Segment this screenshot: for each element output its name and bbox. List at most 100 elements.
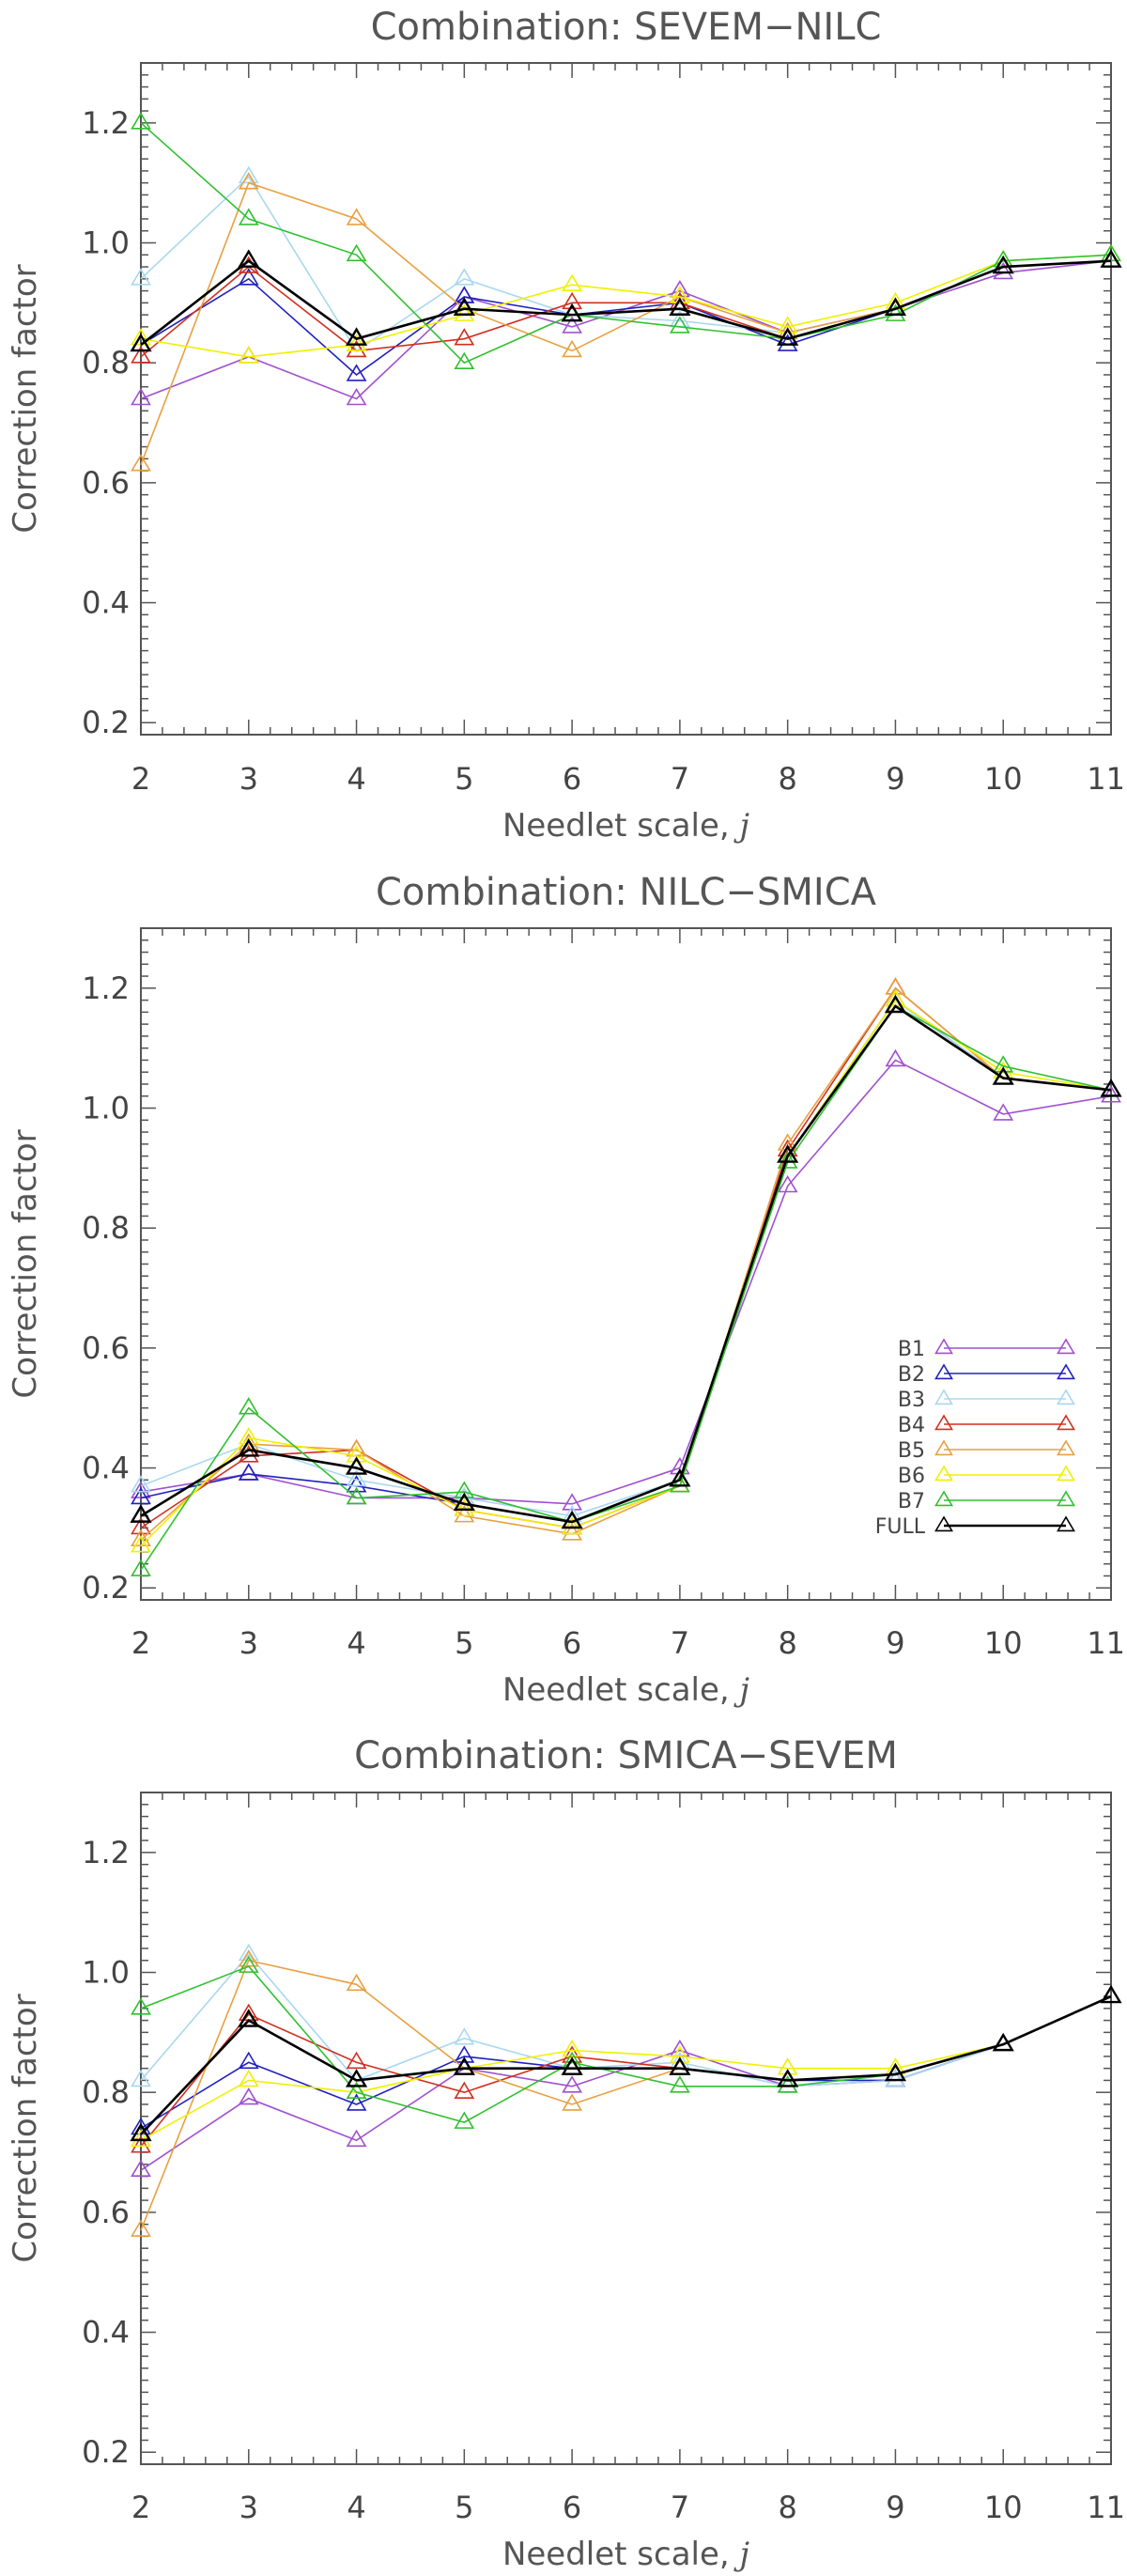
y-tick-label: 1.0: [82, 1955, 130, 1991]
x-tick-label: 2: [131, 761, 150, 797]
series-point-full: [669, 2056, 691, 2075]
legend-marker-b3: [934, 1389, 953, 1405]
y-axis-label: Correction factor: [7, 1129, 44, 1398]
x-tick-label: 6: [563, 2490, 581, 2525]
x-tick-label: 5: [455, 2490, 473, 2525]
x-tick-label: 7: [671, 1625, 689, 1661]
series-point-b2: [993, 1067, 1014, 1085]
series-line-b5: [140, 1959, 1112, 2231]
series-point-b2: [454, 286, 475, 303]
series-point-b6: [562, 1516, 583, 1535]
legend-label-b4: B4: [898, 1414, 925, 1437]
series-point-b3: [131, 268, 151, 286]
series-point-b3: [346, 1468, 367, 1487]
series-point-b3: [238, 165, 259, 184]
series-line-b7: [140, 1965, 1112, 2123]
series-point-b4: [562, 291, 583, 310]
series-point-b1: [131, 2159, 151, 2177]
series-point-full: [669, 1467, 691, 1487]
series-point-b2: [454, 2045, 475, 2063]
series-point-full: [561, 2056, 583, 2075]
series-point-b7: [777, 2075, 798, 2093]
legend-marker-b1: [1057, 1338, 1075, 1355]
series-point-full: [992, 1066, 1014, 1085]
series-point-b3: [993, 1067, 1014, 1085]
y-tick-label: 0.2: [82, 1570, 130, 1606]
legend-marker-b7: [934, 1490, 953, 1507]
series-point-full: [992, 2032, 1014, 2052]
series-point-b7: [346, 243, 367, 262]
series-point-b2: [669, 2057, 690, 2075]
plot-frame: [140, 62, 1112, 736]
series-line-full: [140, 1994, 1112, 2135]
x-tick-label: 11: [1087, 761, 1125, 797]
series-line-b3: [140, 1953, 1112, 2087]
series-point-b7: [993, 1055, 1014, 1073]
series-point-b5: [562, 1523, 583, 1541]
y-tick-label: 1.2: [82, 970, 130, 1006]
series-point-b6: [131, 2129, 151, 2148]
series-point-b2: [777, 334, 798, 351]
series-point-b2: [346, 364, 367, 381]
series-point-b2: [131, 1486, 151, 1505]
x-tick-label: 2: [131, 2490, 150, 2525]
legend-marker-full: [934, 1515, 953, 1532]
series-point-full: [1100, 1984, 1122, 2004]
series-point-b6: [777, 2057, 798, 2075]
y-tick-label: 0.2: [82, 2434, 130, 2470]
series-point-b3: [454, 2027, 475, 2045]
y-tick-label: 0.4: [82, 1451, 130, 1486]
series-point-b1: [562, 2075, 583, 2093]
series-point-b5: [346, 1973, 367, 1992]
series-line-b4: [140, 986, 1112, 1529]
series-point-b1: [238, 346, 259, 364]
series-point-full: [561, 1510, 583, 1529]
series-point-b6: [562, 273, 583, 292]
x-tick-label: 10: [984, 761, 1023, 797]
legend-marker-b4: [934, 1414, 953, 1431]
series-point-b1: [777, 1174, 798, 1193]
legend-marker-full: [1057, 1515, 1075, 1532]
series-point-b6: [562, 2039, 583, 2057]
legend-marker-b2: [1057, 1363, 1075, 1380]
series-point-b6: [238, 1427, 259, 1445]
series-line-b1: [140, 1995, 1112, 2171]
series-point-b4: [131, 2135, 151, 2153]
series-line-full: [140, 259, 1112, 347]
legend-label-full: FULL: [875, 1515, 926, 1539]
x-axis-label: Needlet scale, j: [502, 1671, 750, 1709]
series-point-b7: [454, 2111, 475, 2129]
x-tick-label: 6: [563, 1625, 581, 1661]
chart-panel-2: Combination: NILC−SMICA 0.2 0.4 0.6 0.8 1.0 1.…: [7, 871, 1125, 1709]
series-point-full: [777, 1144, 799, 1163]
x-tick-label: 6: [563, 761, 581, 797]
series-point-full: [238, 249, 260, 268]
x-tick-label: 4: [347, 761, 365, 797]
series-point-b7: [669, 2075, 690, 2093]
series-point-full: [453, 297, 475, 316]
legend-label-b2: B2: [898, 1363, 925, 1387]
series-point-b7: [669, 1475, 690, 1493]
series-point-b7: [454, 1481, 475, 1498]
series-point-b1: [346, 2129, 367, 2148]
series-point-b2: [238, 1463, 259, 1481]
series-line-b6: [140, 999, 1112, 1547]
series-point-b1: [562, 1493, 583, 1511]
series-point-full: [561, 303, 583, 322]
chart-title: Combination: SMICA−SEVEM: [354, 1734, 898, 1777]
series-line-b7: [140, 122, 1112, 365]
y-axis-label: Correction factor: [7, 1994, 44, 2262]
series-point-full: [130, 2122, 152, 2142]
series-point-b5: [562, 339, 583, 358]
series-point-b7: [777, 1151, 798, 1169]
series-point-b6: [346, 334, 367, 351]
series-point-b3: [454, 268, 475, 286]
x-tick-label: 3: [239, 761, 258, 797]
series-line-b1: [140, 1059, 1112, 1505]
legend-marker-b2: [934, 1363, 953, 1380]
series-point-b3: [131, 1475, 151, 1493]
series-point-b5: [777, 1133, 798, 1151]
series-point-full: [345, 327, 368, 346]
series-point-full: [777, 2069, 799, 2087]
series-point-b4: [346, 339, 367, 358]
